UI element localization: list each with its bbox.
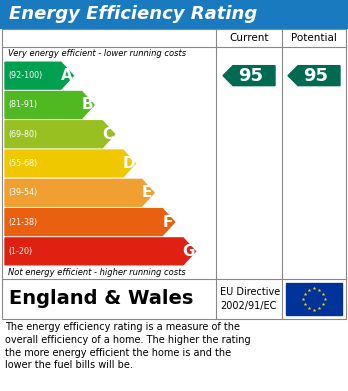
Polygon shape [5,62,73,89]
Text: The energy efficiency rating is a measure of the
overall efficiency of a home. T: The energy efficiency rating is a measur… [5,322,251,370]
Text: Potential: Potential [291,33,337,43]
Text: (92-100): (92-100) [8,71,42,80]
Text: Not energy efficient - higher running costs: Not energy efficient - higher running co… [8,268,186,277]
Bar [286,283,342,315]
Text: England & Wales: England & Wales [9,289,193,308]
Polygon shape [5,121,115,148]
Polygon shape [5,150,135,177]
Text: (69-80): (69-80) [8,130,37,139]
Polygon shape [5,238,196,265]
Text: Very energy efficient - lower running costs: Very energy efficient - lower running co… [8,50,186,59]
Polygon shape [5,209,175,235]
Text: G: G [182,244,195,259]
Polygon shape [5,179,154,206]
Text: (81-91): (81-91) [8,100,37,109]
Text: Energy Efficiency Rating: Energy Efficiency Rating [9,5,257,23]
Text: D: D [122,156,135,171]
Polygon shape [5,91,94,118]
Text: 95: 95 [238,66,263,84]
Text: 95: 95 [303,66,328,84]
Polygon shape [288,66,340,86]
Text: Current: Current [229,33,269,43]
Bar [0,0,348,28]
Text: E: E [142,185,152,200]
Text: (39-54): (39-54) [8,188,37,197]
Text: (55-68): (55-68) [8,159,37,168]
Text: (1-20): (1-20) [8,247,32,256]
Text: F: F [163,215,173,230]
Text: A: A [61,68,72,83]
Text: (21-38): (21-38) [8,217,37,226]
Polygon shape [223,66,275,86]
Text: C: C [102,127,113,142]
Text: B: B [81,97,93,113]
Bar [2,29,346,319]
Text: EU Directive
2002/91/EC: EU Directive 2002/91/EC [220,287,280,310]
